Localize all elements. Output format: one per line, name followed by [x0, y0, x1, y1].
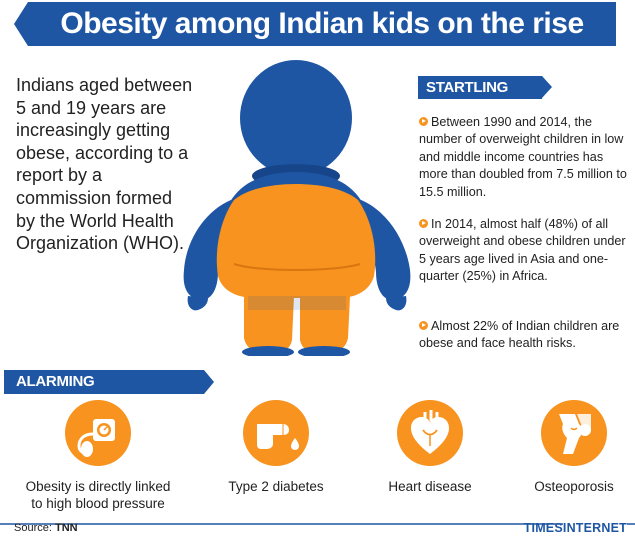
brand-part-internet: INTERNET [562, 521, 627, 535]
fact-item: Almost 22% of Indian children are obese … [419, 318, 629, 353]
brand-part-times: TIMES [523, 521, 563, 535]
brand-logo: TIMESINTERNET [524, 520, 627, 536]
glucose-test-icon [243, 400, 309, 466]
consequence-label: Osteoporosis [494, 478, 635, 495]
consequence-label: Type 2 diabetes [196, 478, 356, 495]
consequence-osteoporosis: Osteoporosis [494, 400, 635, 495]
footer-divider [0, 520, 635, 539]
consequence-label-line: Obesity is directly linked [25, 479, 171, 494]
blood-pressure-icon [65, 400, 131, 466]
page-title: Obesity among Indian kids on the rise [14, 2, 616, 46]
startling-facts-heading: STARTLING FACTS: [418, 76, 552, 119]
play-bullet-icon [419, 117, 428, 126]
source-value: TNN [54, 522, 78, 534]
fact-text: In 2014, almost half (48%) of all overwe… [419, 217, 626, 284]
intro-text: Indians aged between 5 and 19 years are … [16, 75, 193, 254]
consequence-label-line: to high blood pressure [31, 496, 165, 511]
alarming-consequences-heading: ALARMING CONSEQUENCES: [4, 370, 214, 414]
obese-child-illustration [183, 60, 411, 356]
fact-item: Between 1990 and 2014, the number of ove… [419, 114, 629, 201]
play-bullet-icon [419, 219, 428, 228]
consequence-label: Obesity is directly linked to high blood… [18, 478, 178, 512]
consequence-label-line: Heart disease [388, 479, 472, 494]
consequence-heart-disease: Heart disease [350, 400, 510, 495]
consequence-label-line: Osteoporosis [534, 479, 614, 494]
consequence-blood-pressure: Obesity is directly linked to high blood… [18, 400, 178, 512]
source-credit: Source: TNN [14, 522, 78, 534]
consequence-label-line: Type 2 diabetes [228, 479, 324, 494]
consequence-label: Heart disease [350, 478, 510, 495]
fact-item: In 2014, almost half (48%) of all overwe… [419, 216, 629, 286]
heart-icon [397, 400, 463, 466]
consequence-diabetes: Type 2 diabetes [196, 400, 356, 495]
fact-text: Between 1990 and 2014, the number of ove… [419, 115, 627, 199]
fact-text: Almost 22% of Indian children are obese … [419, 319, 620, 351]
knee-joint-icon [541, 400, 607, 466]
play-bullet-icon [419, 321, 428, 330]
source-label: Source: [14, 522, 52, 534]
